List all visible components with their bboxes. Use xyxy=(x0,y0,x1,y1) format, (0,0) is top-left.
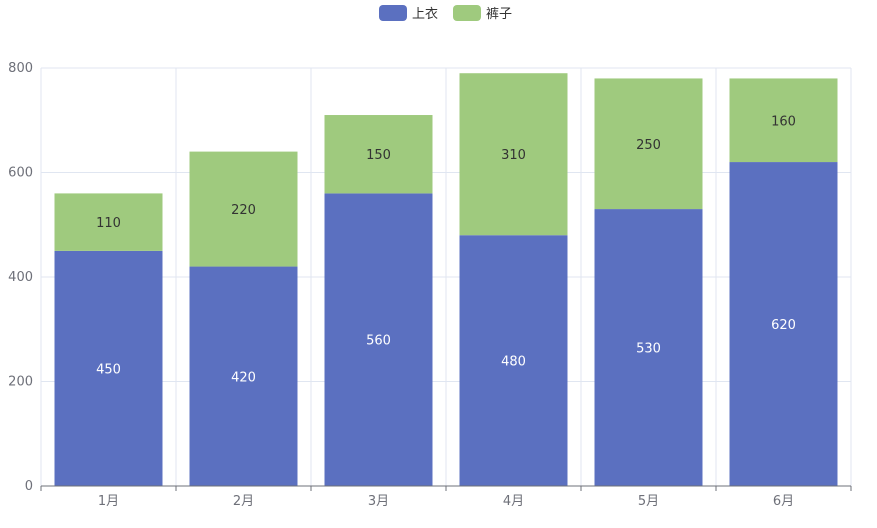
bar-segment[interactable] xyxy=(459,73,568,236)
bar-value-label: 420 xyxy=(231,370,256,385)
y-tick-label: 0 xyxy=(25,479,33,494)
x-tick-label: 6月 xyxy=(773,494,794,509)
bar-value-label: 480 xyxy=(501,355,526,370)
bar-segment[interactable] xyxy=(459,235,568,486)
bar-value-label: 160 xyxy=(771,114,796,129)
bar-value-label: 310 xyxy=(501,148,526,163)
bar-segment[interactable] xyxy=(729,162,838,487)
legend-label: 上衣 xyxy=(412,6,438,22)
x-tick-label: 2月 xyxy=(233,494,254,509)
bar-value-label: 560 xyxy=(366,334,391,349)
bar-value-label: 530 xyxy=(636,342,661,357)
legend[interactable]: 上衣 裤子 xyxy=(379,5,512,22)
bar-value-label: 450 xyxy=(96,362,121,377)
bar-segment[interactable] xyxy=(54,193,163,251)
bar-value-label: 110 xyxy=(96,216,121,231)
bar-segment[interactable] xyxy=(324,193,433,486)
bar-value-label: 620 xyxy=(771,318,796,333)
bar-labels: 450 110 420 220 560 150 480 310 530 250 620 160 xyxy=(96,114,796,385)
bar-segment[interactable] xyxy=(189,151,298,267)
y-tick-label: 400 xyxy=(8,270,33,285)
bar-value-label: 150 xyxy=(366,148,391,163)
x-tick-label: 3月 xyxy=(368,494,389,509)
legend-item[interactable]: 上衣 xyxy=(379,5,438,22)
bar-segment[interactable] xyxy=(594,209,703,486)
x-tick-label: 5月 xyxy=(638,494,659,509)
y-tick-label: 800 xyxy=(8,61,33,76)
bar-segment[interactable] xyxy=(324,115,433,194)
bar-segment[interactable] xyxy=(54,250,163,486)
bar-segment[interactable] xyxy=(594,78,703,210)
axes: 0 200 400 600 800 1月 2月 3月 4月 5月 6月 xyxy=(8,61,852,509)
bar-value-label: 250 xyxy=(636,138,661,153)
bar-value-label: 220 xyxy=(231,203,256,218)
y-tick-label: 200 xyxy=(8,375,33,390)
x-tick-label: 4月 xyxy=(503,494,524,509)
legend-item[interactable]: 裤子 xyxy=(453,5,512,22)
grid-lines xyxy=(40,67,852,486)
legend-label: 裤子 xyxy=(486,7,512,22)
bar-segment[interactable] xyxy=(189,266,298,486)
bars xyxy=(54,73,838,487)
x-tick-label: 1月 xyxy=(98,494,119,509)
legend-swatch xyxy=(379,5,407,21)
y-tick-label: 600 xyxy=(8,166,33,181)
bar-segment[interactable] xyxy=(729,78,838,163)
legend-swatch xyxy=(453,5,481,21)
